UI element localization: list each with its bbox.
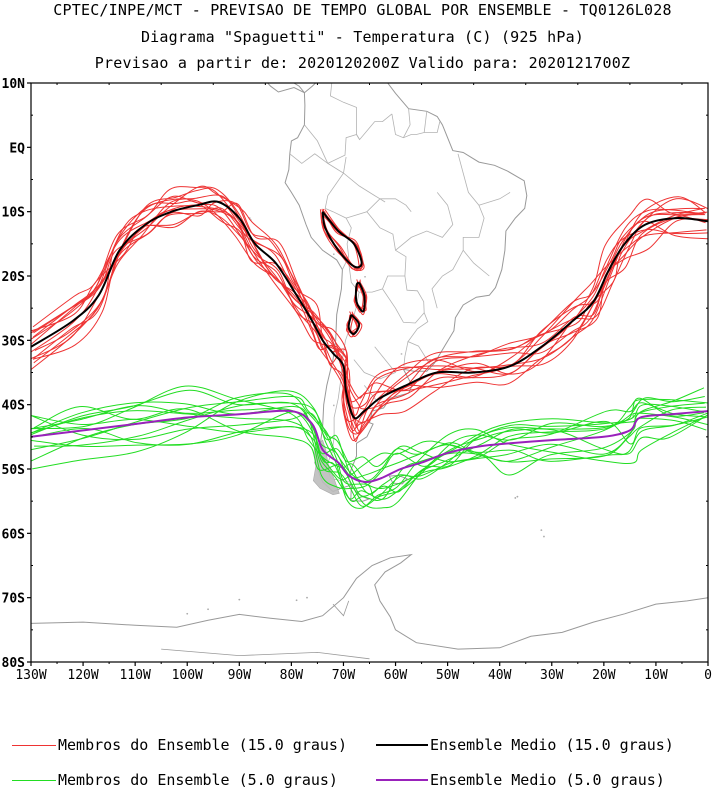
legend-label: Membros do Ensemble (15.0 graus)	[58, 736, 347, 754]
lon-tick-label: 60W	[384, 668, 408, 683]
lon-tick-label: 20W	[592, 668, 616, 683]
ensemble-member-contour	[34, 402, 706, 495]
legend-label: Ensemble Medio (5.0 graus)	[430, 771, 665, 789]
ensemble-member-loop	[354, 279, 367, 312]
ensemble-member-contour	[31, 195, 706, 409]
ensemble-member-contour	[31, 412, 708, 481]
figure-subtitle: Diagrama "Spaguetti" - Temperatura (C) (…	[140, 28, 585, 46]
lon-tick-label: 40W	[488, 668, 512, 683]
legend-item-mean-15: Ensemble Medio (15.0 graus)	[376, 736, 674, 754]
legend-label: Ensemble Medio (15.0 graus)	[430, 736, 674, 754]
legend-item-members-5: Membros do Ensemble (5.0 graus)	[12, 771, 338, 789]
lon-tick-label: 50W	[436, 668, 460, 683]
ensemble-mean-loop	[354, 281, 366, 313]
ensemble-mean-loop	[321, 211, 363, 269]
lon-tick-label: 120W	[67, 668, 98, 683]
ensemble-mean-contour	[31, 409, 708, 483]
ensemble-mean-loop	[347, 313, 361, 335]
contour-layer	[31, 185, 708, 509]
figure-title: CPTEC/INPE/MCT - PREVISAO DE TEMPO GLOBA…	[53, 1, 672, 19]
lon-tick-label: 80W	[280, 668, 304, 683]
ensemble-member-loop	[319, 209, 363, 269]
lat-tick-label: 70S	[2, 592, 26, 607]
ensemble-member-contour	[31, 385, 705, 481]
legend-swatch-purple	[376, 779, 428, 781]
lon-tick-label: 70W	[332, 668, 356, 683]
legend-swatch-green	[12, 779, 56, 781]
lon-tick-label: 90W	[228, 668, 252, 683]
ensemble-member-contour	[31, 387, 705, 467]
lat-tick-label: 60S	[2, 527, 26, 542]
ensemble-member-contour	[32, 208, 704, 432]
lon-tick-label: 130W	[15, 668, 46, 683]
legend-swatch-black	[376, 744, 428, 746]
coastline-layer	[31, 83, 708, 660]
lat-tick-label: 20S	[2, 270, 26, 285]
ensemble-member-contour	[33, 194, 708, 428]
ensemble-member-contour	[31, 411, 708, 509]
ensemble-member-loop	[346, 311, 358, 338]
lat-tick-label: 80S	[2, 656, 26, 671]
legend-label: Membros do Ensemble (5.0 graus)	[58, 771, 338, 789]
lon-tick-label: 100W	[172, 668, 203, 683]
lon-tick-label: 0	[704, 668, 712, 683]
lon-tick-label: 110W	[119, 668, 150, 683]
lon-tick-label: 10W	[644, 668, 668, 683]
lat-tick-label: 10S	[2, 206, 26, 221]
ensemble-member-contour	[31, 395, 708, 490]
ensemble-mean-contour	[31, 200, 708, 420]
lat-tick-label: EQ	[9, 141, 25, 156]
legend-item-members-15: Membros do Ensemble (15.0 graus)	[12, 736, 347, 754]
lat-tick-label: 30S	[2, 334, 26, 349]
ensemble-member-contour	[31, 402, 705, 490]
lat-tick-label: 10N	[2, 77, 26, 92]
lon-tick-label: 30W	[540, 668, 564, 683]
ensemble-member-contour	[31, 397, 705, 507]
lat-tick-label: 50S	[2, 463, 26, 478]
ensemble-member-contour	[34, 186, 708, 403]
forecast-validity: Previsao a partir de: 2020120200Z Valido…	[94, 54, 631, 72]
legend-swatch-red	[12, 744, 56, 746]
ensemble-member-contour	[31, 412, 708, 497]
ensemble-member-contour	[31, 392, 708, 499]
map-frame	[30, 82, 709, 663]
legend-item-mean-5: Ensemble Medio (5.0 graus)	[376, 771, 665, 789]
lat-tick-label: 40S	[2, 399, 26, 414]
ensemble-member-contour	[31, 200, 706, 435]
ensemble-member-contour	[31, 405, 707, 502]
ensemble-member-contour	[31, 196, 706, 434]
